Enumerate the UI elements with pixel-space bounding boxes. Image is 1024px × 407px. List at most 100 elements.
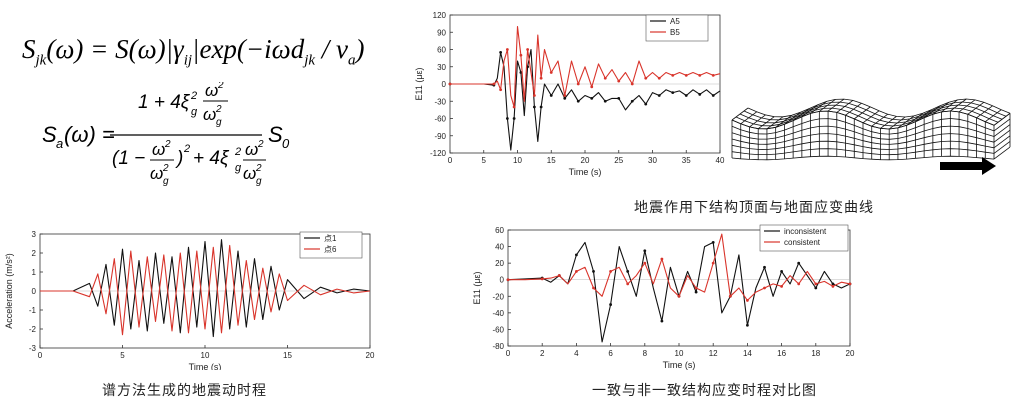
mesh-top-cross: [845, 102, 862, 116]
series-point: [575, 270, 578, 273]
eq2-den-plus: + 4ξ: [193, 148, 230, 169]
eq2-numerator: 1 + 4ξ: [138, 92, 191, 113]
y-tick-label: -90: [434, 132, 446, 141]
mesh-top-cross: [880, 116, 897, 129]
mesh-top-cross: [950, 98, 967, 112]
series-point: [848, 282, 852, 286]
eq1-body: (ω) = S(ω)|γ: [46, 34, 184, 64]
y-tick-label: -2: [29, 325, 37, 334]
eq2-num-omega: ω: [205, 82, 218, 100]
series-line-A5: [450, 48, 721, 151]
deformed-mesh-illustration: [731, 98, 1011, 175]
mesh-top-cross: [985, 109, 1002, 123]
eq2-den-g-sub: g: [163, 176, 169, 187]
eq1-v-subscript: a: [348, 52, 356, 69]
series-point: [499, 88, 503, 92]
eq2-lhs-rest: (ω) =: [64, 122, 115, 147]
mesh-top-cross: [731, 107, 749, 121]
x-axis-label: Time (s): [569, 167, 602, 177]
series-point: [626, 282, 630, 286]
series-point: [505, 117, 509, 120]
series-point: [630, 99, 634, 103]
x-tick-label: 5: [482, 156, 487, 165]
mesh-top-cross: [941, 99, 958, 113]
series-point: [671, 73, 675, 77]
x-tick-label: 0: [38, 351, 43, 360]
legend-label: A5: [670, 17, 680, 26]
series-point: [505, 48, 509, 51]
series-point: [532, 94, 536, 97]
eq1-exp: |exp(−iωd: [192, 34, 305, 64]
series-point: [643, 249, 647, 253]
eq2-symbol: S: [42, 122, 57, 147]
series-point: [540, 277, 544, 281]
x-axis-label: Time (s): [189, 362, 222, 370]
y-tick-label: 3: [32, 230, 37, 239]
series-point: [609, 303, 612, 306]
x-tick-label: 16: [777, 349, 786, 358]
y-axis-label: Acceleration (m/s²): [4, 253, 14, 329]
series-point: [532, 105, 536, 109]
mesh-top-cross: [749, 114, 766, 128]
eq2-den-open: (1 −: [112, 148, 145, 169]
series-point: [576, 99, 580, 103]
eq2-xi-sub: g: [191, 106, 198, 118]
x-tick-label: 15: [547, 156, 556, 165]
series-point: [763, 286, 766, 290]
eq1-close: ): [355, 34, 365, 64]
eq2-num-g-sub: g: [216, 117, 222, 128]
eq2-den-sup: 2: [183, 143, 190, 155]
eq2-den-xi-sup: 2: [234, 146, 241, 158]
mesh-side-line: [993, 146, 1011, 160]
mesh-top-cross: [810, 101, 827, 114]
eq1-d-subscript: jk: [304, 52, 316, 69]
eq2-subscript: a: [56, 136, 63, 151]
series-line-inconsistent: [507, 241, 851, 343]
y-tick-label: 40: [495, 243, 504, 252]
x-tick-label: 20: [846, 349, 855, 358]
y-axis-label: E11 (με): [414, 67, 424, 100]
series-point: [549, 94, 553, 97]
series-point: [814, 282, 818, 286]
y-tick-label: 90: [437, 28, 446, 37]
y-tick-label: -20: [492, 292, 504, 301]
mesh-top-cross: [915, 109, 932, 123]
series-point: [797, 282, 801, 286]
series-point: [711, 241, 715, 244]
series-point: [657, 94, 661, 97]
series-point: [711, 261, 715, 265]
mesh-top-cross: [801, 104, 819, 118]
eq2-den-omega2-g: ω: [243, 164, 256, 183]
series-point: [499, 50, 503, 54]
eq2-tail-sub: 0: [282, 136, 290, 151]
mesh-side-line: [993, 112, 1011, 126]
x-tick-label: 10: [513, 156, 522, 165]
series-point: [512, 105, 516, 109]
mesh-side-line: [993, 124, 1011, 137]
eq2-den-omega-g: ω: [150, 164, 163, 183]
legend-label: inconsistent: [784, 227, 827, 236]
mesh-top-cross: [862, 110, 880, 124]
x-tick-label: 0: [448, 156, 453, 165]
caption-bottom-left: 谱方法生成的地震动时程: [102, 383, 267, 399]
eq2-num-g-sup: 2: [215, 104, 222, 115]
x-tick-label: 6: [608, 349, 613, 358]
y-tick-label: 1: [32, 268, 37, 277]
mesh-top-cross: [906, 112, 923, 126]
series-point: [526, 48, 530, 51]
eq2-den-close: ): [175, 148, 183, 169]
series-point: [694, 290, 698, 294]
series-point: [539, 76, 543, 80]
series-point: [711, 94, 715, 97]
series-point: [603, 99, 607, 103]
x-tick-label: 25: [614, 156, 623, 165]
series-point: [644, 102, 648, 106]
series-point: [563, 96, 567, 100]
series-point: [660, 319, 664, 323]
legend-label: 点1: [324, 234, 337, 243]
mesh-top-cross: [958, 99, 976, 113]
y-tick-label: 2: [32, 249, 37, 258]
mesh-top-cross: [784, 112, 801, 125]
series-point: [698, 92, 702, 96]
mesh-top-cross: [967, 101, 985, 115]
